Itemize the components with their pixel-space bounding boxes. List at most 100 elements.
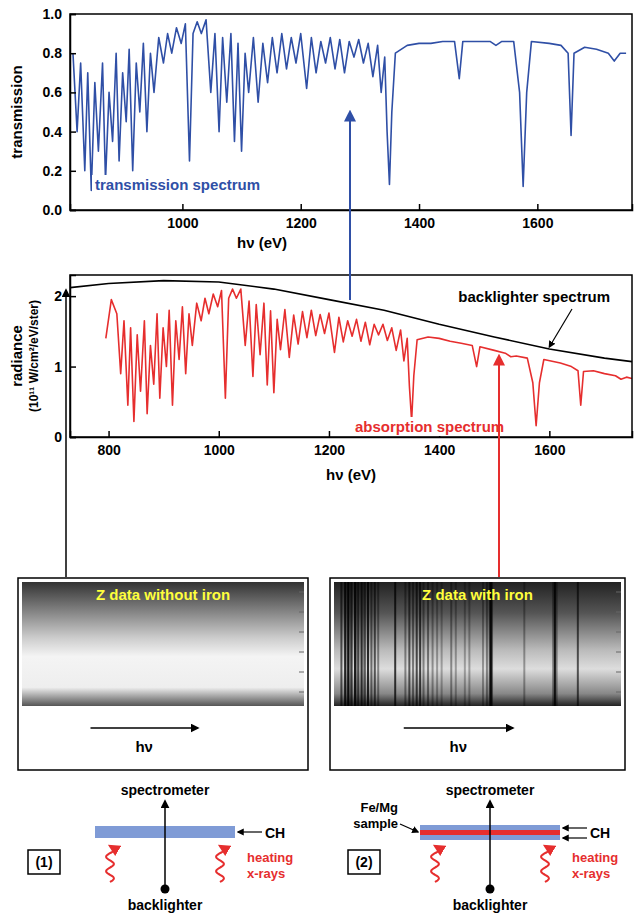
- absorption-line: [394, 582, 396, 706]
- setup-diagram: spectrometerbacklighterCHheatingx-rays(1…: [28, 782, 293, 913]
- axis-line: [71, 431, 633, 438]
- panel-title: Z data with iron: [422, 586, 533, 603]
- absorption-line: [419, 582, 421, 706]
- tick-label: 1400: [424, 442, 455, 458]
- series-line: [106, 289, 632, 426]
- label-arrow: [563, 837, 587, 838]
- absorption-line: [362, 582, 364, 706]
- label-arrow: [400, 824, 418, 832]
- ruler-tick: [299, 672, 304, 673]
- backlighter-dot: [486, 885, 495, 894]
- absorption-line: [351, 582, 353, 706]
- backlighter-dot: [161, 885, 170, 894]
- absorption-line: [412, 582, 414, 706]
- tick: 1000: [167, 204, 198, 231]
- tick-mark: [70, 14, 76, 16]
- y-axis: 0 1 2: [54, 276, 76, 445]
- tick: 0: [54, 429, 76, 445]
- heating-label: heatingx-rays: [247, 850, 293, 881]
- setup-number: (2): [355, 854, 372, 870]
- tick: 1: [54, 359, 76, 375]
- ruler-tick: [616, 592, 621, 593]
- ruler-tick: [299, 612, 304, 613]
- y-axis-title: radiance: [8, 325, 25, 387]
- tick-label: 0.6: [43, 84, 63, 100]
- beam-arrow: [164, 801, 166, 886]
- tick-mark: [219, 431, 221, 437]
- heating-arrow: [106, 846, 114, 882]
- tick-label: 0: [54, 429, 62, 445]
- detector-image: [22, 582, 304, 706]
- setup-number-box: [28, 850, 60, 874]
- tick-mark: [70, 92, 76, 94]
- tick: 1200: [314, 431, 345, 458]
- tick-mark: [300, 204, 302, 210]
- connector-arrows: [66, 112, 499, 577]
- tick-label: 1200: [286, 215, 317, 231]
- ruler-tick: [616, 692, 621, 693]
- tick-mark: [537, 204, 539, 210]
- absorption-line: [361, 582, 363, 706]
- energy-arrow: [404, 727, 513, 729]
- tick-label: 2: [54, 288, 62, 304]
- absorption-line: [408, 582, 410, 706]
- plot-marks: [70, 281, 632, 426]
- source-label: backlighter: [128, 897, 203, 913]
- tick-mark: [419, 204, 421, 210]
- ruler-tick: [616, 632, 621, 633]
- tick: 0.8: [43, 45, 76, 61]
- absorption-line: [356, 582, 358, 706]
- image-panel: Z data with ironhν: [330, 578, 625, 770]
- tick-mark: [70, 296, 76, 298]
- tick-mark: [70, 131, 76, 133]
- tick-label: 1600: [522, 215, 553, 231]
- absorption-line: [404, 582, 406, 706]
- tick-label: 0.0: [43, 202, 63, 218]
- figure: 10001200140016000.00.20.40.60.81.0hν (eV…: [0, 0, 640, 919]
- tick: 1600: [534, 431, 565, 458]
- tick-label: 0.2: [43, 163, 63, 179]
- absorption-line: [347, 582, 349, 706]
- panel-frame: [18, 578, 308, 770]
- absorption-line: [416, 582, 418, 706]
- absorption-line: [354, 582, 356, 706]
- connector-arrow: [65, 290, 67, 577]
- heating-arrow: [216, 846, 224, 882]
- x-axis: 1000120014001600: [71, 204, 633, 231]
- heating-arrow: [541, 846, 549, 882]
- label-arrow: [563, 827, 587, 828]
- panel-axis-label: hν: [135, 738, 153, 755]
- setup-number-box: [348, 850, 380, 874]
- label-patch: [352, 417, 507, 436]
- ruler-tick: [299, 692, 304, 693]
- absorption-line: [364, 582, 366, 706]
- absorption-line: [340, 582, 342, 706]
- tick-mark: [182, 204, 184, 210]
- series-label: backlighter spectrum: [458, 288, 610, 305]
- detector-image: [334, 582, 621, 706]
- tick-label: 1200: [314, 442, 345, 458]
- x-axis-title: hν (eV): [326, 466, 376, 483]
- heating-label: heatingx-rays: [572, 850, 618, 881]
- tick: 800: [97, 431, 121, 458]
- heating-arrow: [431, 846, 439, 882]
- source-label: backlighter: [453, 897, 528, 913]
- tick-label: 1600: [534, 442, 565, 458]
- tick: 1.0: [43, 6, 76, 22]
- sample-label: Fe/Mgsample: [353, 800, 398, 831]
- image-panel: Z data without ironhν: [18, 578, 308, 770]
- setup-diagram: spectrometerbacklighterCHFe/Mgsampleheat…: [348, 782, 618, 913]
- y-axis-title: transmission: [8, 65, 25, 158]
- chart: 8001000120014001600012hν (eV)radiance(10…: [8, 275, 633, 483]
- tick-mark: [70, 171, 76, 173]
- ruler-tick: [616, 612, 621, 613]
- layer-label: CH: [265, 825, 285, 841]
- tick-label: 0.8: [43, 45, 63, 61]
- detector-label: spectrometer: [446, 782, 535, 798]
- tick-mark: [549, 431, 551, 437]
- tick-label: 800: [97, 442, 121, 458]
- label-arrow: [238, 831, 262, 832]
- tick: 1200: [286, 204, 317, 231]
- tick: 1000: [204, 431, 235, 458]
- axis-line: [71, 15, 77, 211]
